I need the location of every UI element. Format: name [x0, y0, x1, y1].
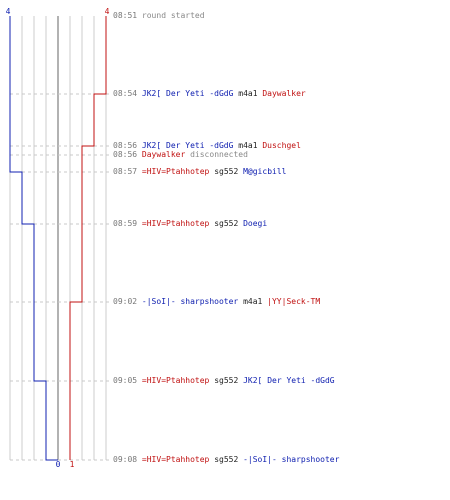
log-weapon: m4a1: [238, 89, 258, 98]
log-time: 09:02: [113, 297, 138, 306]
log-entry: 08:51 round started: [113, 11, 205, 20]
log-killer-name: JK2[ Der Yeti -dGdG: [141, 141, 234, 150]
log-victim-name: M@gicbill: [243, 167, 287, 176]
log-time: 08:57: [113, 167, 138, 176]
log-killer-name: =HIV=Ptahhotep: [141, 455, 210, 464]
log-killer-name: =HIV=Ptahhotep: [141, 167, 210, 176]
log-status-text: disconnected: [190, 150, 248, 159]
log-time: 08:54: [113, 89, 138, 98]
log-entry: 08:56 Daywalker disconnected: [113, 150, 248, 159]
log-entry: 08:56 JK2[ Der Yeti -dGdG m4a1 Duschgel: [113, 141, 301, 150]
red-bottom-count-label: 1: [70, 460, 75, 469]
blue-top-count-label: 4: [6, 7, 11, 16]
log-weapon: m4a1: [243, 297, 263, 306]
log-weapon: m4a1: [238, 141, 258, 150]
chart-grid: [9, 16, 107, 460]
log-victim-name: Duschgel: [262, 141, 301, 150]
log-time: 08:56: [113, 150, 138, 159]
blue-bottom-count-label: 0: [56, 460, 61, 469]
log-killer-name: =HIV=Ptahhotep: [141, 219, 210, 228]
event-guide-lines: [10, 93, 110, 461]
log-victim-name: JK2[ Der Yeti -dGdG: [243, 376, 335, 385]
alive-count-chart: 4 4 0 1: [6, 7, 110, 469]
log-victim-name: -|SoI|- sharpshooter: [243, 455, 340, 464]
log-entry: 08:57 =HIV=Ptahhotep sg552 M@gicbill: [113, 167, 286, 176]
log-entry: 09:08 =HIV=Ptahhotep sg552 -|SoI|- sharp…: [113, 455, 339, 464]
log-player-name: Daywalker: [141, 150, 186, 159]
log-system-text: round started: [141, 11, 205, 20]
log-victim-name: |YY|Seck-TM: [267, 297, 321, 306]
team-step-lines: [9, 16, 107, 461]
log-killer-name: JK2[ Der Yeti -dGdG: [141, 89, 234, 98]
log-entry: 09:05 =HIV=Ptahhotep sg552 JK2[ Der Yeti…: [113, 376, 335, 385]
log-time: 08:56: [113, 141, 138, 150]
log-weapon: sg552: [214, 455, 239, 464]
axis-labels: 4 4 0 1: [6, 7, 110, 469]
log-time: 08:59: [113, 219, 138, 228]
log-killer-name: =HIV=Ptahhotep: [141, 376, 210, 385]
log-time: 08:51: [113, 11, 138, 20]
log-victim-name: Doegi: [243, 219, 268, 228]
log-entry: 08:59 =HIV=Ptahhotep sg552 Doegi: [113, 219, 267, 228]
blue-team-step-line: [9, 16, 58, 461]
log-entry: 08:54 JK2[ Der Yeti -dGdG m4a1 Daywalker: [113, 89, 306, 98]
log-entry: 09:02 -|SoI|- sharpshooter m4a1 |YY|Seck…: [113, 297, 320, 306]
log-time: 09:08: [113, 455, 138, 464]
log-victim-name: Daywalker: [262, 89, 306, 98]
log-weapon: sg552: [214, 376, 239, 385]
red-top-count-label: 4: [105, 7, 110, 16]
log-weapon: sg552: [214, 219, 239, 228]
log-weapon: sg552: [214, 167, 239, 176]
log-killer-name: -|SoI|- sharpshooter: [141, 297, 239, 306]
log-time: 09:05: [113, 376, 138, 385]
